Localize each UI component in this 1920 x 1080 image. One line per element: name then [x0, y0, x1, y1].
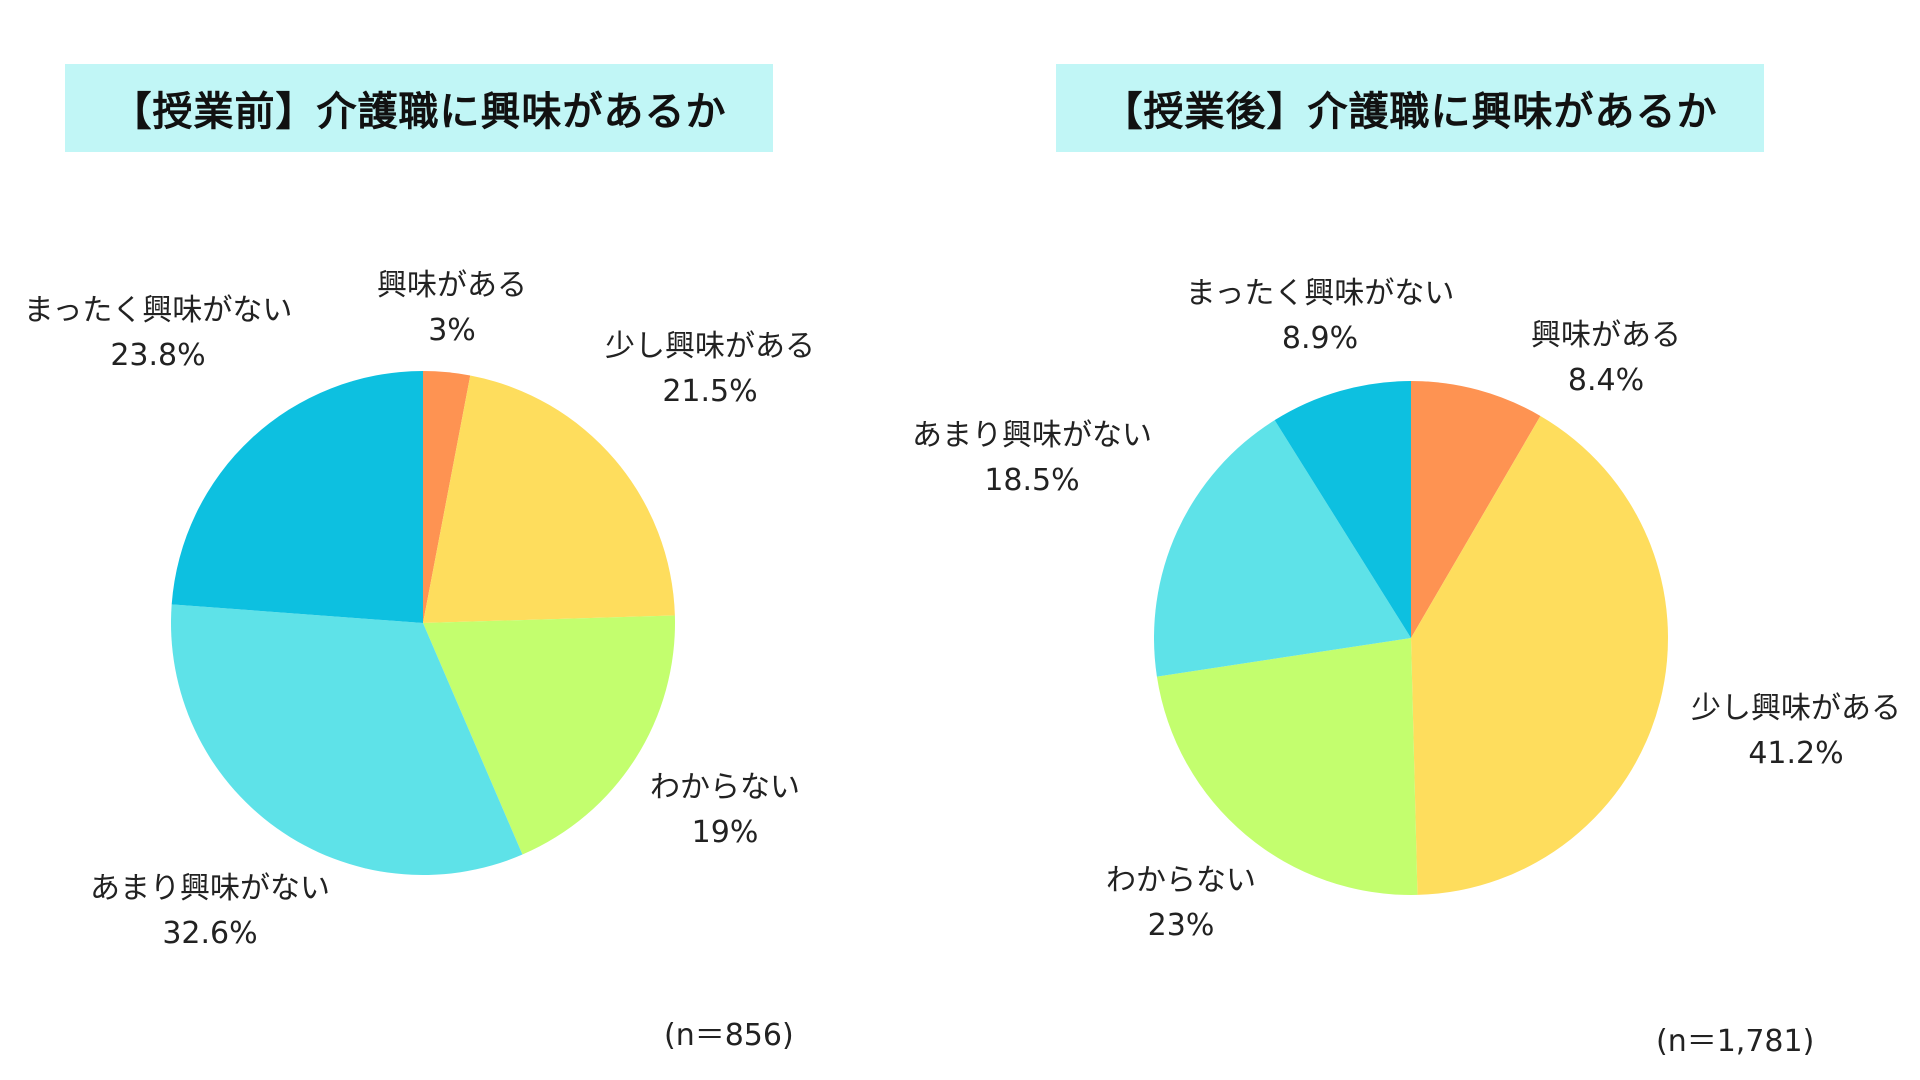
- pie-slice-before-2: [423, 615, 676, 855]
- pie-chart-before: 興味がある 3% 少し興味がある 21.5% わからない 19% あまり興味がない 32.6%…: [24, 268, 815, 951]
- slice-label-3: あまり興味がない: [90, 871, 330, 906]
- slice-value-label-0: 8.4%: [1568, 363, 1644, 398]
- slice-label-0: 興味がある: [377, 268, 527, 303]
- slice-label-2: わからない: [1106, 863, 1256, 898]
- slice-label-1: 少し興味がある: [1691, 691, 1901, 726]
- slice-value-label-3: 32.6%: [162, 916, 257, 951]
- slice-value-label-1: 41.2%: [1748, 736, 1843, 771]
- sample-size-before: (n＝856): [664, 1018, 794, 1053]
- slice-label-4: まったく興味がない: [24, 293, 293, 328]
- chart-title-after: 【授業後】介護職に興味があるか: [1056, 64, 1764, 152]
- slice-label-4: まったく興味がない: [1186, 276, 1455, 311]
- pie-slice-before-4: [171, 371, 423, 623]
- slice-value-label-4: 8.9%: [1282, 321, 1358, 356]
- pie-slice-before-1: [423, 375, 675, 623]
- pie-slice-after-4: [1274, 381, 1411, 638]
- pie-chart-after: 興味がある 8.4% 少し興味がある 41.2% わからない 23% あまり興味がない 18.…: [912, 276, 1901, 943]
- slice-label-0: 興味がある: [1531, 318, 1681, 353]
- slice-label-3: あまり興味がない: [912, 418, 1152, 453]
- slice-value-label-2: 19%: [692, 815, 759, 850]
- slice-value-label-0: 3%: [428, 313, 476, 348]
- pie-slice-before-0: [423, 371, 471, 623]
- pie-slice-after-3: [1154, 420, 1411, 677]
- slice-value-label-1: 21.5%: [662, 374, 757, 409]
- slice-label-1: 少し興味がある: [605, 329, 815, 364]
- slice-value-label-2: 23%: [1148, 908, 1215, 943]
- pie-slice-after-2: [1156, 638, 1418, 895]
- pie-slice-before-3: [170, 604, 523, 875]
- pie-slice-after-1: [1411, 415, 1668, 895]
- pie-slice-after-0: [1411, 381, 1541, 638]
- slice-value-label-3: 18.5%: [984, 463, 1079, 498]
- sample-size-after: (n＝1,781): [1656, 1024, 1815, 1059]
- chart-title-before: 【授業前】介護職に興味があるか: [65, 64, 773, 152]
- slice-label-2: わからない: [650, 770, 800, 805]
- slice-value-label-4: 23.8%: [110, 338, 205, 373]
